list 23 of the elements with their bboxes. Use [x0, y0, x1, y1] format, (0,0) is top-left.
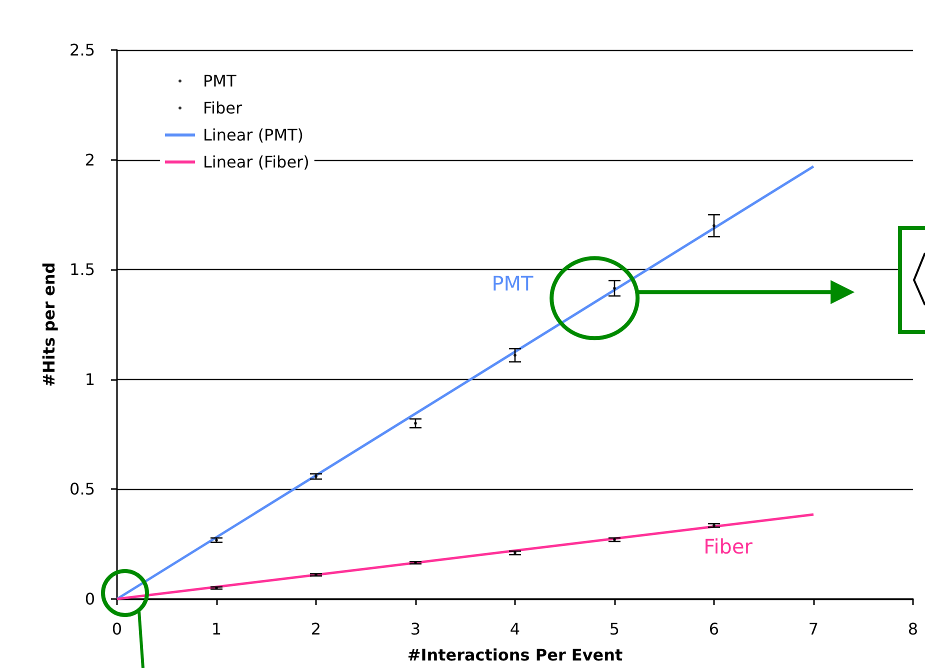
x-tick-label: 1 — [211, 620, 222, 638]
legend-label: Fiber — [203, 98, 242, 118]
x-tick-label: 2 — [310, 620, 322, 638]
y-tick-label: 2 — [84, 150, 95, 170]
x-tick-label: 6 — [708, 620, 720, 638]
x-tick-label: 8 — [908, 620, 918, 638]
y-axis-title: #Hits per end — [40, 262, 58, 387]
y-tick-label: 1 — [84, 370, 95, 389]
legend-label: Linear (Fiber) — [203, 152, 310, 172]
y-tick-label: 0 — [84, 590, 95, 608]
annotation: Fiber — [704, 534, 754, 559]
x-tick-label: 5 — [609, 620, 620, 638]
y-tick-label: 0.5 — [70, 480, 95, 499]
legend-label: PMT — [203, 72, 236, 90]
x-tick-label: 0 — [112, 620, 122, 638]
legend-label: Linear (PMT) — [203, 126, 304, 144]
x-tick-label: 3 — [410, 620, 421, 638]
y-tick-label: 1.5 — [70, 260, 95, 280]
x-axis-title: #Interactions Per Event — [407, 646, 624, 664]
x-tick-label: 4 — [510, 620, 520, 638]
annotation: PMT — [492, 271, 534, 296]
y-tick-label: 2.5 — [70, 40, 95, 60]
x-tick-label: 7 — [808, 620, 819, 638]
